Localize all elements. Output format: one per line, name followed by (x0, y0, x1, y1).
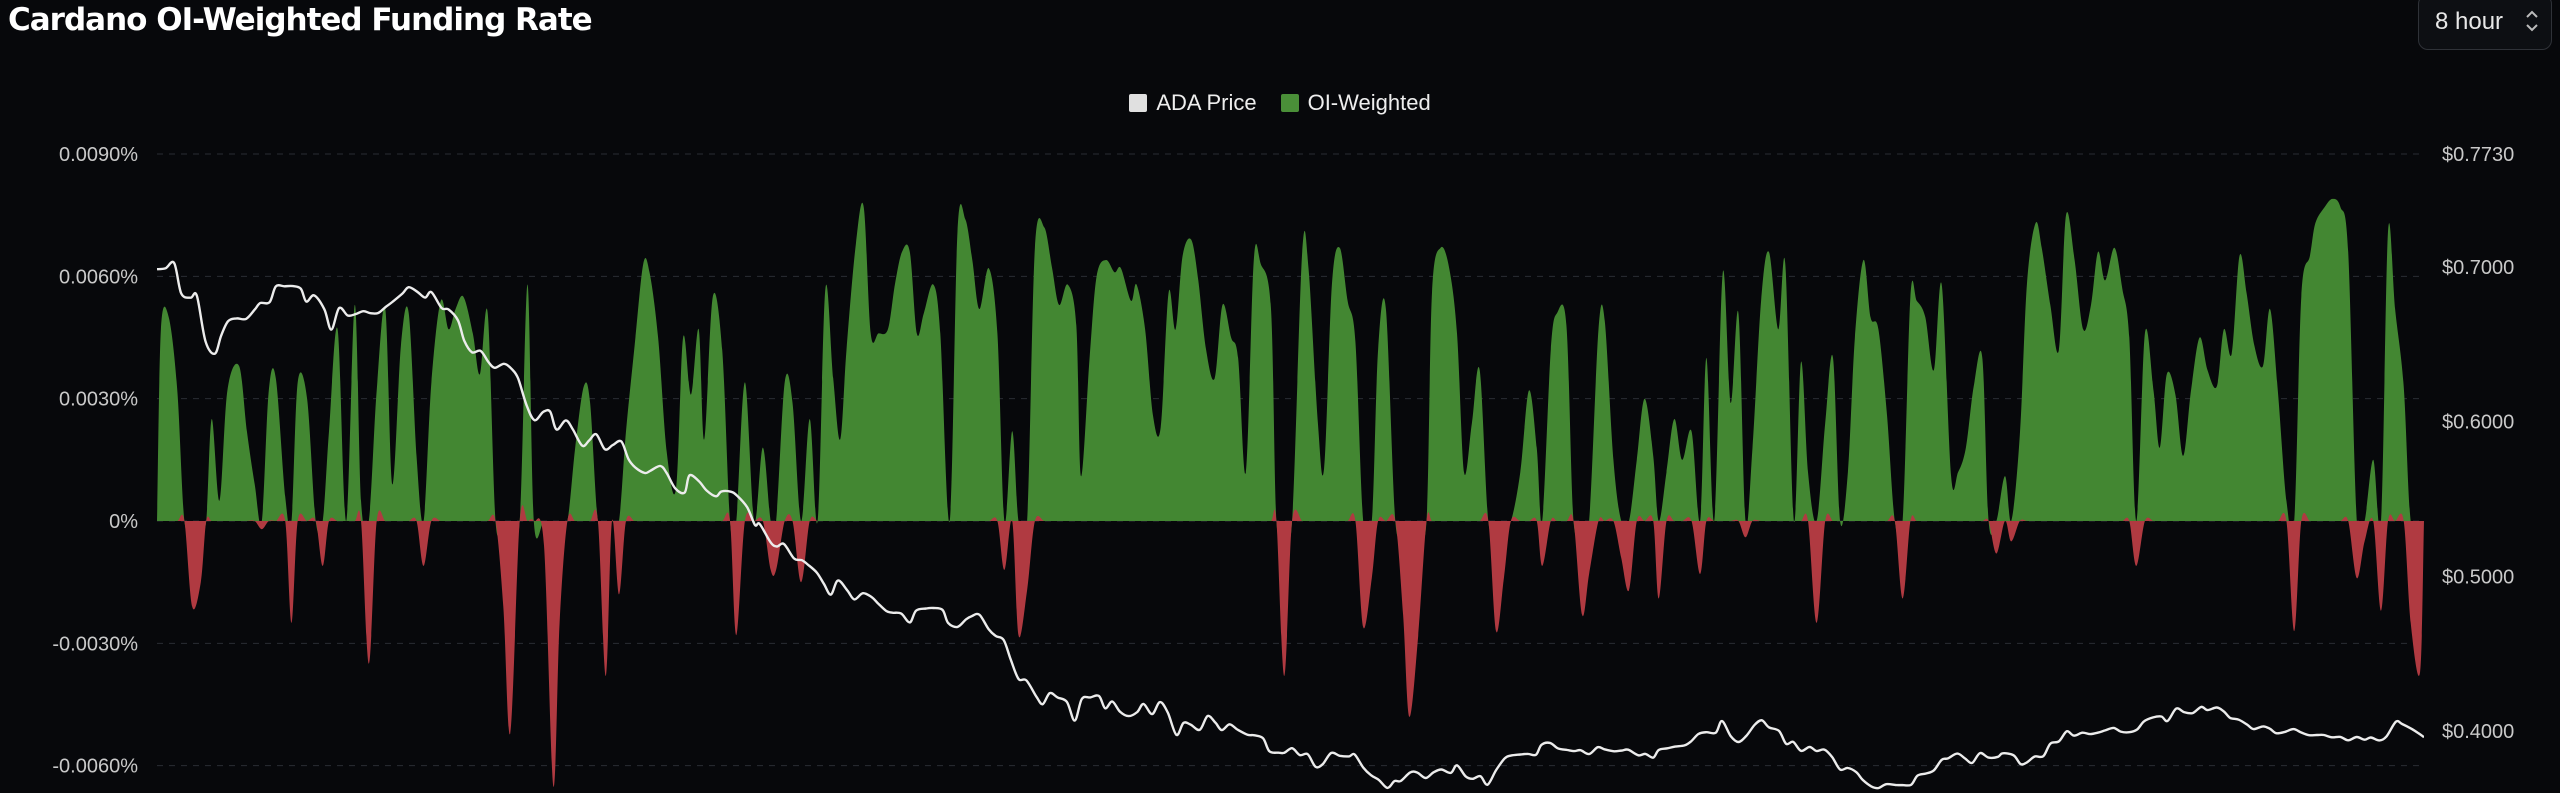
left-tick-label: 0% (109, 511, 138, 533)
ada-price-line (157, 260, 2424, 790)
interval-value: 8 hour (2435, 8, 2504, 35)
left-axis-ticks: 0.0090% 0.0060% 0.0030% 0% -0.0030% -0.0060% (52, 144, 138, 778)
legend-item-oi-weighted[interactable]: OI-Weighted (1280, 90, 1431, 116)
chart-legend: ADA Price OI-Weighted (0, 88, 2560, 118)
legend-swatch-oi-weighted (1280, 94, 1299, 112)
right-tick-label: $0.5000 (2442, 566, 2514, 588)
left-tick-label: -0.0060% (52, 756, 138, 778)
left-tick-label: 0.0090% (59, 144, 138, 166)
right-tick-label: $0.4000 (2442, 721, 2514, 743)
page-title: Cardano OI-Weighted Funding Rate (8, 2, 593, 38)
left-tick-label: 0.0030% (59, 389, 138, 411)
right-tick-label: $0.7730 (2442, 144, 2514, 166)
legend-item-ada-price[interactable]: ADA Price (1129, 90, 1257, 116)
legend-label-ada-price: ADA Price (1156, 90, 1257, 115)
right-axis-ticks: $0.7730 $0.7000 $0.6000 $0.5000 $0.4000 (2442, 144, 2514, 743)
interval-select[interactable]: 8 hour (2418, 0, 2552, 50)
legend-swatch-ada-price (1129, 94, 1148, 112)
chevron-up-down-icon (2526, 10, 2538, 32)
right-tick-label: $0.6000 (2442, 412, 2514, 434)
oi-weighted-negative-area (157, 505, 2424, 787)
legend-label-oi-weighted: OI-Weighted (1307, 90, 1431, 115)
left-tick-label: 0.0060% (59, 266, 138, 288)
right-tick-label: $0.7000 (2442, 257, 2514, 279)
oi-weighted-positive-area (157, 198, 2424, 545)
left-tick-label: -0.0030% (52, 633, 138, 655)
